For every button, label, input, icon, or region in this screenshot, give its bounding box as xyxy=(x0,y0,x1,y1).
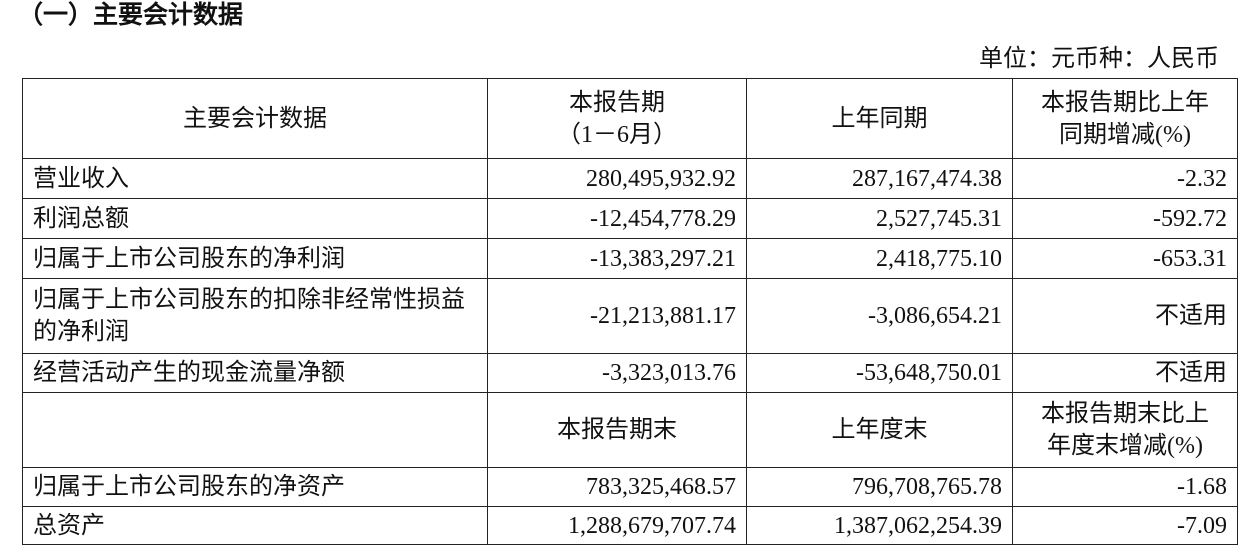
prior-value: 2,527,745.31 xyxy=(746,198,1013,239)
change-value: -653.31 xyxy=(1012,238,1238,279)
row-label: 营业收入 xyxy=(22,158,488,199)
prior-value: 287,167,474.38 xyxy=(746,158,1013,199)
current-value: -3,323,013.76 xyxy=(487,353,747,393)
current-value: 280,495,932.92 xyxy=(487,158,747,199)
section-title: （一）主要会计数据 xyxy=(18,2,244,29)
header-change: 本报告期末比上 年度末增减(%) xyxy=(1012,392,1238,468)
header-line: 本报告期末比上 xyxy=(1041,401,1209,427)
current-value: 783,325,468.57 xyxy=(487,467,747,507)
current-value: -12,454,778.29 xyxy=(487,198,747,239)
header-row-2: 本报告期末 上年度末 本报告期末比上 年度末增减(%) xyxy=(22,392,1238,468)
current-value: -21,213,881.17 xyxy=(487,278,747,354)
table-row: 归属于上市公司股东的扣除非经常性损益的净利润 -21,213,881.17 -3… xyxy=(22,278,1238,354)
row-label: 总资产 xyxy=(22,506,488,545)
prior-value: -53,648,750.01 xyxy=(746,353,1013,393)
header-current-period: 本报告期 （1－6月） xyxy=(487,78,747,159)
header-item: 主要会计数据 xyxy=(22,78,488,159)
prior-value: -3,086,654.21 xyxy=(746,278,1013,354)
change-value: -7.09 xyxy=(1012,506,1238,545)
prior-value: 2,418,775.10 xyxy=(746,238,1013,279)
header-period-end: 本报告期末 xyxy=(487,392,747,468)
header-line: 同期增减(%) xyxy=(1059,121,1191,148)
header-prior-period: 上年同期 xyxy=(746,78,1013,159)
row-label: 归属于上市公司股东的净利润 xyxy=(22,238,488,279)
row-label: 利润总额 xyxy=(22,198,488,239)
accounting-data-table: 主要会计数据 本报告期 （1－6月） 上年同期 本报告期比上年 同期增减(%) 营业… xyxy=(22,78,1238,545)
table-row: 经营活动产生的现金流量净额 -3,323,013.76 -53,648,750.… xyxy=(22,353,1238,393)
change-value: -1.68 xyxy=(1012,467,1238,507)
prior-value: 796,708,765.78 xyxy=(746,467,1013,507)
header-item xyxy=(22,392,488,468)
header-line: （1－6月） xyxy=(557,121,677,148)
change-value: -592.72 xyxy=(1012,198,1238,239)
header-row: 主要会计数据 本报告期 （1－6月） 上年同期 本报告期比上年 同期增减(%) xyxy=(22,78,1238,159)
change-value: 不适用 xyxy=(1012,353,1238,393)
header-prior-year-end: 上年度末 xyxy=(746,392,1013,468)
table-row: 总资产 1,288,679,707.74 1,387,062,254.39 -7… xyxy=(22,506,1238,545)
prior-value: 1,387,062,254.39 xyxy=(746,506,1013,545)
current-value: 1,288,679,707.74 xyxy=(487,506,747,545)
row-label: 经营活动产生的现金流量净额 xyxy=(22,353,488,393)
row-label: 归属于上市公司股东的净资产 xyxy=(22,467,488,507)
table-row: 归属于上市公司股东的净利润 -13,383,297.21 2,418,775.1… xyxy=(22,238,1238,279)
table-row: 营业收入 280,495,932.92 287,167,474.38 -2.32 xyxy=(22,158,1238,199)
table-row: 利润总额 -12,454,778.29 2,527,745.31 -592.72 xyxy=(22,198,1238,239)
header-change: 本报告期比上年 同期增减(%) xyxy=(1012,78,1238,159)
unit-note: 单位：元币种：人民币 xyxy=(979,46,1219,72)
header-line: 本报告期 xyxy=(569,89,665,116)
change-value: -2.32 xyxy=(1012,158,1238,199)
header-line: 年度末增减(%) xyxy=(1047,433,1203,459)
current-value: -13,383,297.21 xyxy=(487,238,747,279)
change-value: 不适用 xyxy=(1012,278,1238,354)
row-label: 归属于上市公司股东的扣除非经常性损益的净利润 xyxy=(22,278,488,354)
header-line: 本报告期比上年 xyxy=(1041,89,1209,116)
table-row: 归属于上市公司股东的净资产 783,325,468.57 796,708,765… xyxy=(22,467,1238,507)
